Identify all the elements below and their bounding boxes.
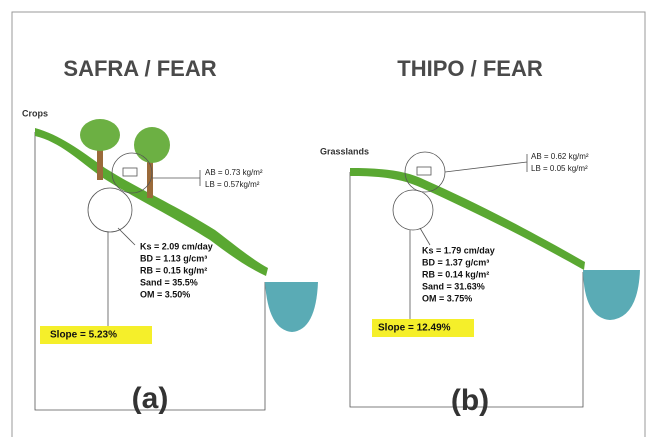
- water: [583, 270, 640, 320]
- leader: [152, 170, 200, 186]
- diagram: SAFRA / FEAR Crops AB = 0.73 kg/m² LB = …: [0, 0, 654, 437]
- soil-value: OM = 3.75%: [422, 293, 472, 303]
- soil-value: RB = 0.14 kg/m²: [422, 269, 489, 279]
- soil-value: OM = 3.50%: [140, 289, 190, 299]
- sample-box: [123, 168, 137, 176]
- soil-circle: [393, 190, 433, 230]
- land-use: Crops: [22, 108, 48, 118]
- soil-value: Ks = 2.09 cm/day: [140, 241, 213, 251]
- surface-value: AB = 0.73 kg/m²: [205, 168, 263, 177]
- leader: [108, 228, 135, 335]
- leader: [445, 154, 527, 172]
- land-use: Grasslands: [320, 146, 369, 156]
- soil-value: BD = 1.37 g/cm³: [422, 257, 489, 267]
- surface-value: LB = 0.05 kg/m²: [531, 164, 588, 173]
- soil-circle: [88, 188, 132, 232]
- sample-box: [417, 167, 431, 175]
- panel-b: THIPO / FEAR Grasslands AB = 0.62 kg/m² …: [320, 56, 640, 417]
- soil-value: Ks = 1.79 cm/day: [422, 245, 495, 255]
- surface-value: LB = 0.57kg/m²: [205, 180, 260, 189]
- soil-value: BD = 1.13 g/cm³: [140, 253, 207, 263]
- panel-title: SAFRA / FEAR: [63, 56, 216, 81]
- slope-label: Slope = 12.49%: [378, 323, 451, 334]
- slope-label: Slope = 5.23%: [50, 330, 117, 341]
- surface-value: AB = 0.62 kg/m²: [531, 152, 589, 161]
- panel-title: THIPO / FEAR: [397, 56, 543, 81]
- soil-value: Sand = 31.63%: [422, 281, 485, 291]
- soil-value: RB = 0.15 kg/m²: [140, 265, 207, 275]
- caption: (a): [132, 382, 169, 415]
- tree-crown: [80, 119, 120, 151]
- panel-a: SAFRA / FEAR Crops AB = 0.73 kg/m² LB = …: [22, 56, 318, 415]
- soil-value: Sand = 35.5%: [140, 277, 198, 287]
- caption: (b): [451, 384, 489, 417]
- tree-crown: [134, 127, 170, 163]
- water: [265, 282, 318, 332]
